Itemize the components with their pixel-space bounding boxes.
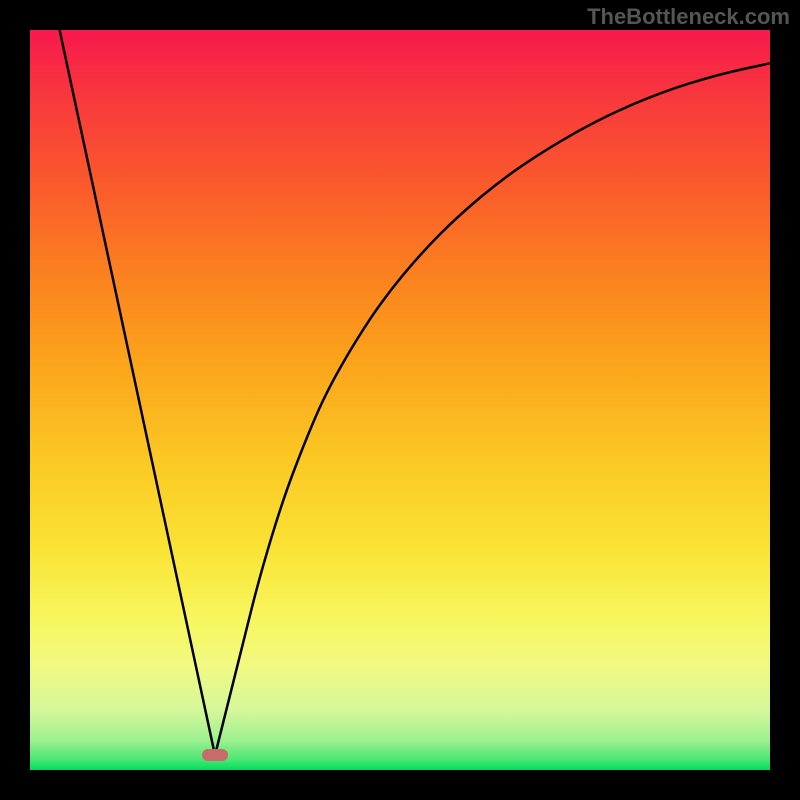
chart-curve-svg bbox=[30, 30, 770, 770]
watermark-text: TheBottleneck.com bbox=[587, 4, 790, 30]
minimum-marker bbox=[202, 749, 228, 761]
plot-area bbox=[30, 30, 770, 770]
